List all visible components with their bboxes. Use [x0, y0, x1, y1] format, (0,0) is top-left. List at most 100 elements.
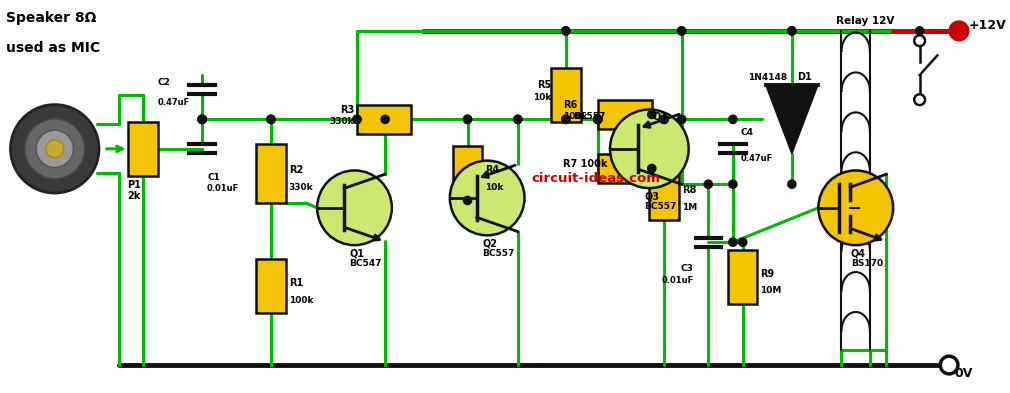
- Text: +12V: +12V: [969, 20, 1007, 33]
- Text: R6: R6: [564, 100, 578, 110]
- Text: 330k: 330k: [329, 118, 355, 127]
- Circle shape: [464, 115, 472, 123]
- Text: R9: R9: [761, 269, 775, 279]
- Circle shape: [678, 115, 686, 123]
- Text: Q4: Q4: [850, 248, 866, 258]
- Text: 0.47uF: 0.47uF: [158, 98, 190, 107]
- Circle shape: [24, 119, 85, 179]
- Text: 10M: 10M: [761, 286, 782, 296]
- Text: P1: P1: [127, 180, 141, 190]
- Circle shape: [647, 110, 655, 119]
- Circle shape: [198, 115, 206, 123]
- Circle shape: [788, 27, 796, 35]
- Text: 100k: 100k: [564, 112, 588, 121]
- Text: C1: C1: [207, 173, 220, 182]
- Circle shape: [678, 27, 686, 35]
- Circle shape: [198, 115, 206, 123]
- Bar: [357, 105, 411, 134]
- Circle shape: [198, 115, 206, 123]
- Text: R5: R5: [537, 80, 551, 90]
- Text: 2k: 2k: [127, 191, 140, 201]
- Text: R3: R3: [339, 105, 355, 115]
- Polygon shape: [766, 85, 818, 154]
- Circle shape: [647, 164, 655, 173]
- Circle shape: [10, 105, 99, 193]
- Circle shape: [915, 27, 924, 35]
- Text: R2: R2: [289, 165, 303, 175]
- Bar: [598, 154, 651, 183]
- Circle shape: [562, 27, 570, 35]
- Text: D1: D1: [797, 72, 811, 82]
- Circle shape: [594, 115, 602, 123]
- Text: 10k: 10k: [532, 93, 551, 102]
- Circle shape: [317, 171, 392, 245]
- Circle shape: [464, 115, 472, 123]
- Text: C2: C2: [158, 78, 171, 87]
- Circle shape: [660, 115, 669, 123]
- Text: Q1: Q1: [349, 248, 365, 258]
- Circle shape: [678, 115, 686, 123]
- Circle shape: [352, 115, 362, 123]
- Text: 100k: 100k: [289, 296, 313, 305]
- Circle shape: [704, 180, 712, 188]
- Circle shape: [729, 180, 737, 188]
- Circle shape: [940, 356, 957, 374]
- Text: 0.47uF: 0.47uF: [740, 154, 773, 163]
- Circle shape: [267, 115, 275, 123]
- Circle shape: [514, 115, 522, 123]
- Circle shape: [914, 94, 925, 105]
- Circle shape: [610, 110, 689, 188]
- Circle shape: [729, 238, 737, 246]
- Text: 1M: 1M: [682, 203, 697, 212]
- Bar: [728, 250, 758, 304]
- Circle shape: [45, 140, 64, 158]
- Text: C3: C3: [681, 264, 694, 273]
- Circle shape: [464, 196, 472, 205]
- Text: R7 100k: R7 100k: [564, 159, 608, 169]
- Circle shape: [914, 35, 925, 46]
- Circle shape: [594, 115, 602, 123]
- Text: R4: R4: [485, 165, 500, 175]
- Text: 0V: 0V: [954, 367, 973, 380]
- Text: Q3: Q3: [644, 191, 660, 201]
- Bar: [649, 166, 679, 220]
- Text: circuit-ideas.com: circuit-ideas.com: [531, 172, 661, 185]
- Circle shape: [381, 115, 389, 123]
- Text: C4: C4: [740, 128, 753, 137]
- Text: BC557: BC557: [482, 249, 515, 258]
- Text: 330k: 330k: [289, 183, 313, 192]
- Text: 0.01uF: 0.01uF: [662, 275, 694, 285]
- Text: Speaker 8Ω: Speaker 8Ω: [6, 11, 96, 25]
- Circle shape: [788, 180, 796, 188]
- Circle shape: [594, 115, 602, 123]
- Circle shape: [949, 21, 969, 41]
- Bar: [551, 68, 581, 122]
- Circle shape: [198, 115, 206, 123]
- Circle shape: [818, 171, 893, 245]
- Text: BS170: BS170: [850, 259, 883, 268]
- Text: R8: R8: [682, 185, 696, 195]
- Text: 10k: 10k: [485, 183, 504, 192]
- Circle shape: [660, 115, 669, 123]
- Circle shape: [562, 115, 570, 123]
- Bar: [598, 100, 651, 129]
- Bar: [257, 259, 286, 314]
- Text: BC557: BC557: [644, 202, 677, 211]
- Circle shape: [729, 115, 737, 123]
- Circle shape: [678, 27, 686, 35]
- Bar: [452, 146, 482, 200]
- Circle shape: [562, 27, 570, 35]
- Text: R1: R1: [289, 279, 303, 288]
- Text: 0.01uF: 0.01uF: [207, 184, 239, 193]
- Text: Q3: Q3: [652, 111, 668, 121]
- Circle shape: [36, 130, 74, 167]
- Circle shape: [788, 27, 796, 35]
- Bar: [257, 144, 286, 203]
- Text: BC547: BC547: [349, 259, 382, 268]
- Text: Q2: Q2: [482, 238, 497, 248]
- Text: used as MIC: used as MIC: [6, 41, 100, 55]
- Circle shape: [352, 115, 362, 123]
- Bar: [128, 122, 158, 176]
- Circle shape: [594, 115, 602, 123]
- Circle shape: [738, 238, 746, 246]
